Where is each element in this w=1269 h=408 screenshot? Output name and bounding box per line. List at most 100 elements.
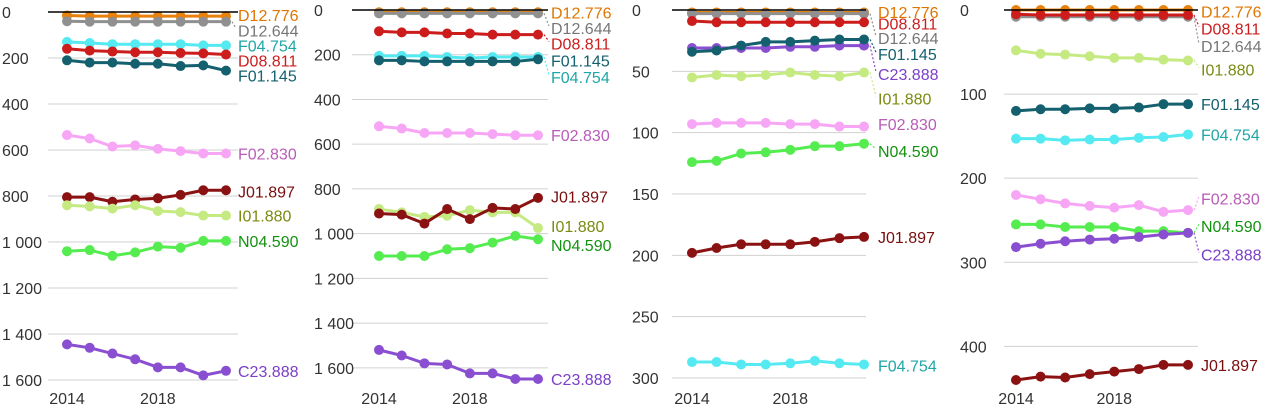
data-point (859, 8, 869, 19)
y-tick-label: 400 (960, 339, 987, 356)
data-point (1060, 49, 1071, 60)
data-point (107, 57, 118, 68)
data-point (152, 39, 163, 50)
data-point (487, 237, 498, 248)
data-point (175, 189, 186, 200)
data-point (62, 43, 72, 54)
label-leader (869, 72, 877, 97)
series-label-N04.590: N04.590 (551, 238, 612, 255)
data-point (130, 47, 141, 58)
data-point (785, 239, 796, 250)
data-point (760, 239, 771, 250)
data-point (1011, 105, 1021, 116)
data-point (533, 234, 543, 245)
label-leader (231, 21, 237, 29)
data-point (1158, 131, 1169, 142)
data-point (1011, 190, 1021, 200)
series-label-D12.776: D12.776 (878, 5, 939, 22)
series-label-F01.145: F01.145 (238, 68, 297, 85)
data-point (1011, 219, 1021, 230)
series-label-N04.590: N04.590 (878, 144, 939, 161)
data-point (760, 70, 771, 81)
data-point (533, 29, 543, 40)
data-point (1133, 102, 1144, 113)
series-label-I01.880: I01.880 (878, 91, 931, 108)
data-point (464, 56, 475, 67)
data-point (442, 204, 453, 215)
y-tick-label: 400 (2, 97, 29, 114)
series-I01.880 (687, 67, 869, 83)
data-point (1084, 51, 1095, 62)
data-point (1060, 135, 1071, 146)
data-point (785, 119, 796, 130)
series-F01.145 (1011, 99, 1193, 116)
data-point (152, 47, 163, 58)
y-tick-label: 1 400 (314, 316, 354, 333)
label-leader (543, 13, 550, 27)
data-point (1035, 194, 1046, 205)
data-point (62, 200, 72, 211)
data-point (834, 71, 845, 82)
data-point (396, 55, 407, 66)
data-point (760, 359, 771, 370)
series-label-F04.754: F04.754 (878, 359, 937, 376)
series-label-I01.880: I01.880 (551, 219, 604, 236)
series-F04.754 (1011, 129, 1193, 146)
data-point (510, 56, 521, 67)
data-point (1133, 364, 1144, 375)
data-point (785, 67, 796, 78)
data-point (711, 45, 722, 56)
data-point (1035, 48, 1046, 59)
series-D12.644 (62, 16, 231, 27)
data-point (175, 16, 186, 27)
data-point (736, 148, 747, 159)
data-point (464, 8, 475, 19)
x-tick-label: 2014 (674, 391, 710, 408)
data-point (859, 34, 869, 45)
data-point (62, 246, 72, 257)
data-point (1084, 221, 1095, 232)
y-tick-label: 1 000 (2, 235, 42, 252)
data-point (107, 250, 118, 261)
series-label-N04.590: N04.590 (1201, 219, 1262, 236)
data-point (1035, 371, 1046, 382)
data-point (834, 141, 845, 152)
series-label-C23.888: C23.888 (878, 67, 939, 84)
data-point (809, 236, 820, 247)
label-leader (1193, 223, 1200, 234)
series-F01.145 (374, 54, 543, 67)
data-point (510, 230, 521, 241)
series-N04.590 (62, 235, 231, 261)
data-point (687, 8, 697, 19)
data-point (1133, 132, 1144, 143)
series-F02.830 (374, 121, 543, 141)
data-point (198, 210, 209, 221)
chart-panel-3: 0 50 100 150 200 250 300 2014 2018 D12.776D08.811… (632, 3, 939, 408)
data-point (419, 218, 430, 229)
data-point (760, 117, 771, 128)
label-leader (869, 143, 877, 150)
data-point (1084, 10, 1095, 21)
data-point (834, 17, 845, 28)
data-point (419, 358, 430, 369)
series-label-D12.644: D12.644 (238, 23, 299, 40)
data-point (1011, 9, 1021, 20)
y-tick-label: 800 (2, 189, 29, 206)
data-point (1158, 229, 1169, 240)
y-tick-label: 600 (314, 137, 341, 154)
label-leader (1193, 196, 1200, 211)
data-point (487, 8, 498, 19)
data-point (1183, 227, 1193, 238)
data-point (809, 35, 820, 46)
data-point (711, 242, 722, 253)
data-point (152, 241, 163, 252)
series-label-I01.880: I01.880 (238, 209, 291, 226)
series-label-D12.644: D12.644 (878, 31, 939, 48)
data-point (396, 251, 407, 261)
label-leader (543, 34, 550, 42)
data-point (107, 348, 118, 359)
y-tick-label: 200 (632, 248, 659, 265)
data-point (1084, 103, 1095, 114)
data-point (198, 235, 209, 246)
series-D08.811 (687, 16, 869, 28)
